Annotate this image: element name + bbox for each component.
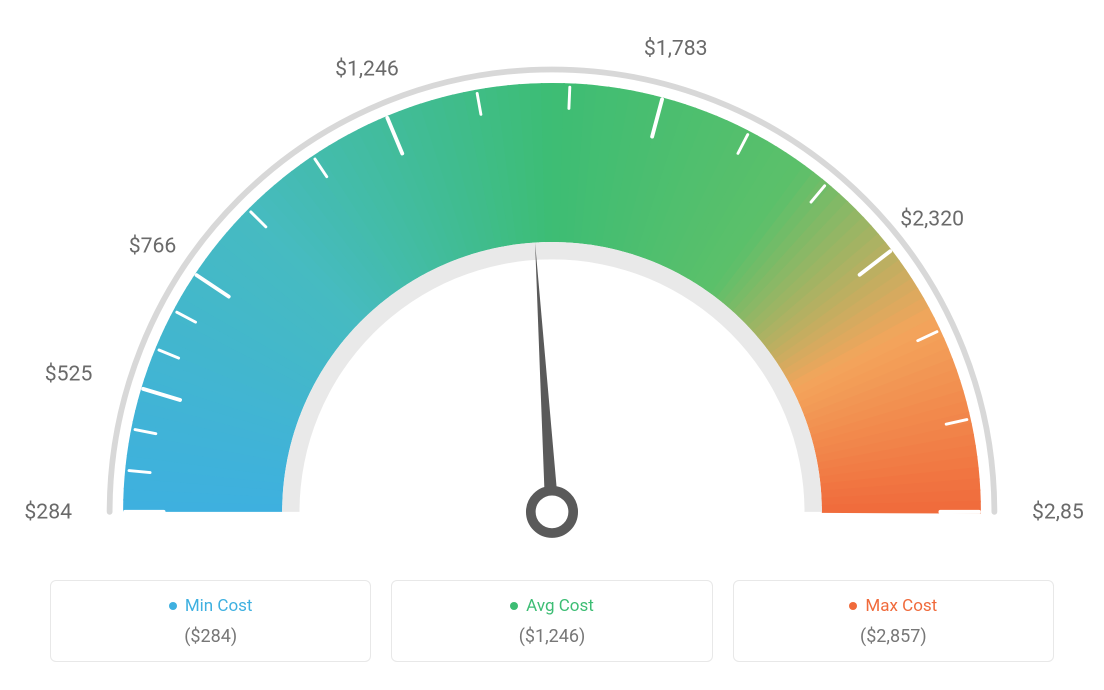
avg-cost-label: Avg Cost	[510, 596, 594, 616]
svg-text:$1,246: $1,246	[335, 57, 399, 82]
max-cost-card: Max Cost ($2,857)	[733, 580, 1054, 662]
cost-gauge-chart: $284 $525 $766 $1,246 $1,783 $2,320 $2,857	[20, 20, 1084, 570]
svg-text:$2,857: $2,857	[1032, 500, 1084, 525]
svg-text:$525: $525	[45, 361, 93, 386]
svg-text:$766: $766	[129, 234, 177, 259]
svg-text:$284: $284	[24, 500, 72, 525]
min-cost-value: ($284)	[61, 626, 360, 647]
max-cost-value: ($2,857)	[744, 626, 1043, 647]
max-cost-label: Max Cost	[849, 596, 937, 616]
min-cost-card: Min Cost ($284)	[50, 580, 371, 662]
gauge-svg: $284 $525 $766 $1,246 $1,783 $2,320 $2,857	[20, 20, 1084, 570]
svg-text:$1,783: $1,783	[644, 36, 708, 61]
min-cost-label: Min Cost	[169, 596, 253, 616]
svg-text:$2,320: $2,320	[900, 207, 964, 232]
avg-cost-card: Avg Cost ($1,246)	[391, 580, 712, 662]
cost-summary-cards: Min Cost ($284) Avg Cost ($1,246) Max Co…	[20, 570, 1084, 662]
avg-cost-value: ($1,246)	[402, 626, 701, 647]
